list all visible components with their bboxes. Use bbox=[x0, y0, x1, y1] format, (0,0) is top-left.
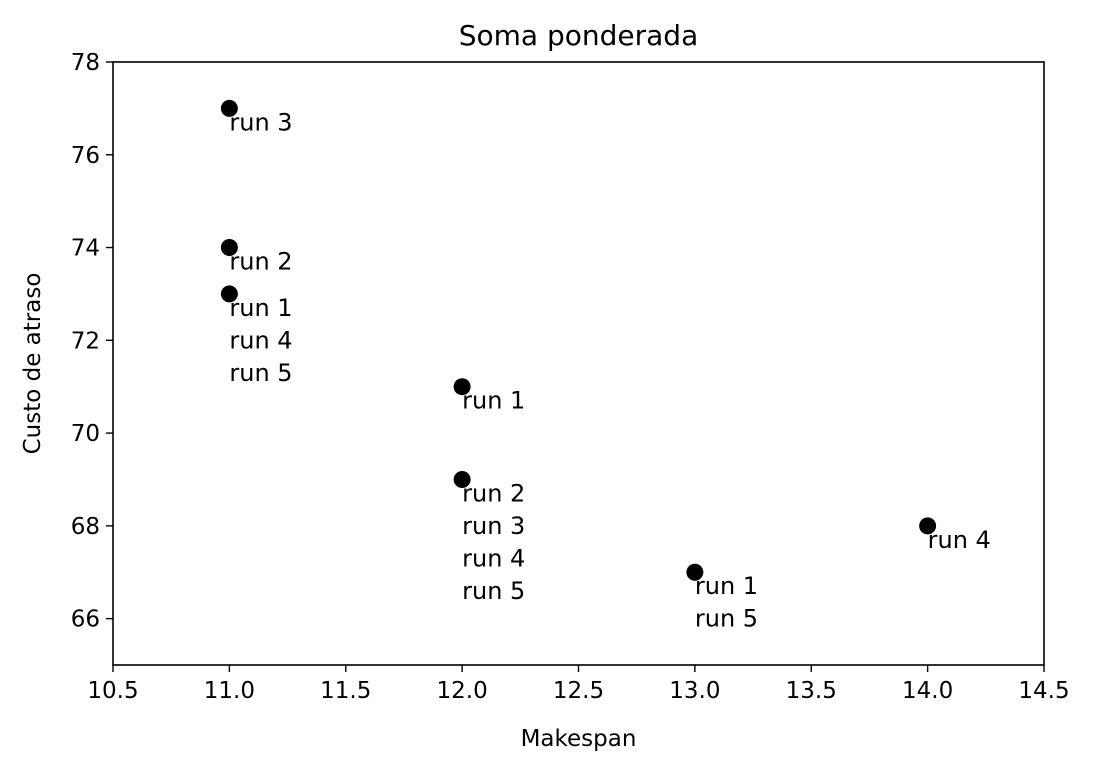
data-points: run 3 run 2 run 1 run 4 run 5 run 1 run 2 run 3… bbox=[220, 99, 991, 633]
y-tick-label: 72 bbox=[71, 328, 100, 354]
x-tick-label: 11.0 bbox=[204, 678, 255, 704]
y-tick-label: 74 bbox=[71, 236, 100, 262]
point-annotation: run 1 bbox=[695, 572, 758, 600]
x-tick-label: 14.5 bbox=[1018, 678, 1069, 704]
y-tick-label: 68 bbox=[71, 514, 100, 540]
y-tick-label: 78 bbox=[71, 50, 100, 76]
point-annotation: run 5 bbox=[695, 605, 758, 633]
point-annotation: run 1 bbox=[462, 387, 525, 415]
x-axis-label: Makespan bbox=[521, 726, 637, 752]
y-tick-label: 76 bbox=[71, 143, 100, 169]
point-annotation: run 4 bbox=[229, 326, 292, 354]
scatter-point bbox=[220, 99, 238, 117]
point-annotation: run 2 bbox=[462, 479, 525, 507]
point-annotation: run 4 bbox=[462, 544, 525, 572]
y-tick-label: 70 bbox=[71, 421, 100, 447]
point-annotation: run 3 bbox=[462, 512, 525, 540]
chart-title: Soma ponderada bbox=[459, 19, 699, 52]
point-annotation: run 1 bbox=[229, 294, 292, 322]
scatter-point bbox=[686, 563, 704, 581]
x-tick-label: 14.0 bbox=[902, 678, 953, 704]
scatter-point bbox=[220, 239, 238, 257]
point-annotation: run 2 bbox=[229, 248, 292, 276]
x-tick-label: 13.5 bbox=[786, 678, 837, 704]
x-tick-label: 10.5 bbox=[87, 678, 138, 704]
plot-area-frame bbox=[112, 61, 1045, 666]
y-axis-label: Custo de atraso bbox=[20, 273, 46, 455]
y-axis-ticks: 66 68 70 72 74 76 78 bbox=[71, 50, 113, 633]
point-annotation: run 4 bbox=[928, 526, 991, 554]
x-tick-label: 12.0 bbox=[437, 678, 488, 704]
x-tick-label: 11.5 bbox=[320, 678, 371, 704]
y-tick-label: 66 bbox=[71, 607, 100, 633]
point-annotation: run 5 bbox=[229, 359, 292, 387]
scatter-point bbox=[919, 517, 937, 535]
x-axis-ticks: 10.5 11.0 11.5 12.0 12.5 13.0 13.5 14.0 14.5 bbox=[87, 665, 1070, 704]
scatter-point bbox=[453, 470, 471, 488]
point-annotation: run 5 bbox=[462, 577, 525, 605]
x-tick-label: 12.5 bbox=[553, 678, 604, 704]
point-annotation: run 3 bbox=[229, 108, 292, 136]
x-tick-label: 13.0 bbox=[669, 678, 720, 704]
scatter-point bbox=[220, 285, 238, 303]
scatter-point bbox=[453, 378, 471, 396]
